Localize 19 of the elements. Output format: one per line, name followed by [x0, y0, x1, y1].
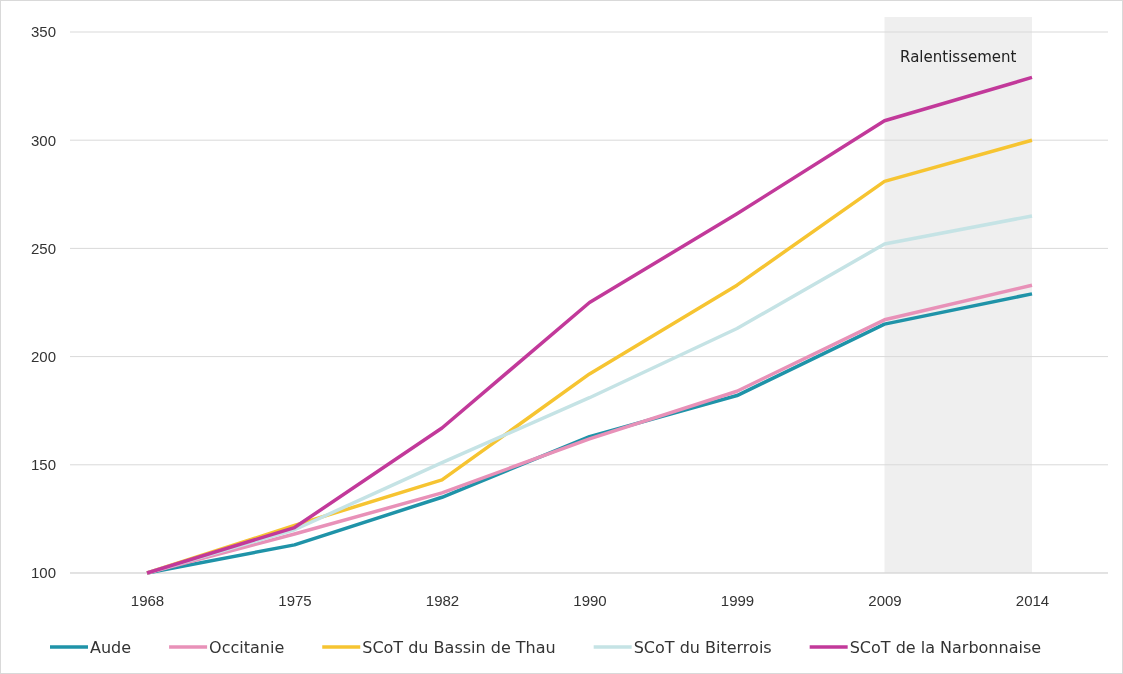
x-tick-label: 2009 — [868, 591, 902, 609]
y-tick-label: 200 — [30, 347, 56, 365]
legend-label: SCoT du Bassin de Thau — [362, 638, 556, 657]
legend-label: Occitanie — [209, 638, 285, 657]
x-tick-label: 1990 — [573, 591, 607, 609]
y-tick-label: 300 — [30, 131, 56, 149]
y-tick-label: 250 — [30, 239, 56, 257]
x-tick-label: 2014 — [1015, 591, 1050, 609]
x-tick-label: 1982 — [425, 591, 460, 609]
legend-label: SCoT de la Narbonnaise — [849, 638, 1042, 657]
x-tick-label: 1999 — [720, 591, 755, 609]
y-tick-label: 150 — [30, 456, 56, 474]
x-tick-label: 1968 — [130, 591, 165, 609]
y-tick-label: 100 — [30, 564, 56, 582]
legend-label: Aude — [90, 638, 132, 657]
y-tick-label: 350 — [30, 23, 56, 41]
x-tick-label: 1975 — [278, 591, 312, 609]
band-label: Ralentissement — [900, 48, 1017, 66]
legend-label: SCoT du Biterrois — [633, 638, 772, 657]
